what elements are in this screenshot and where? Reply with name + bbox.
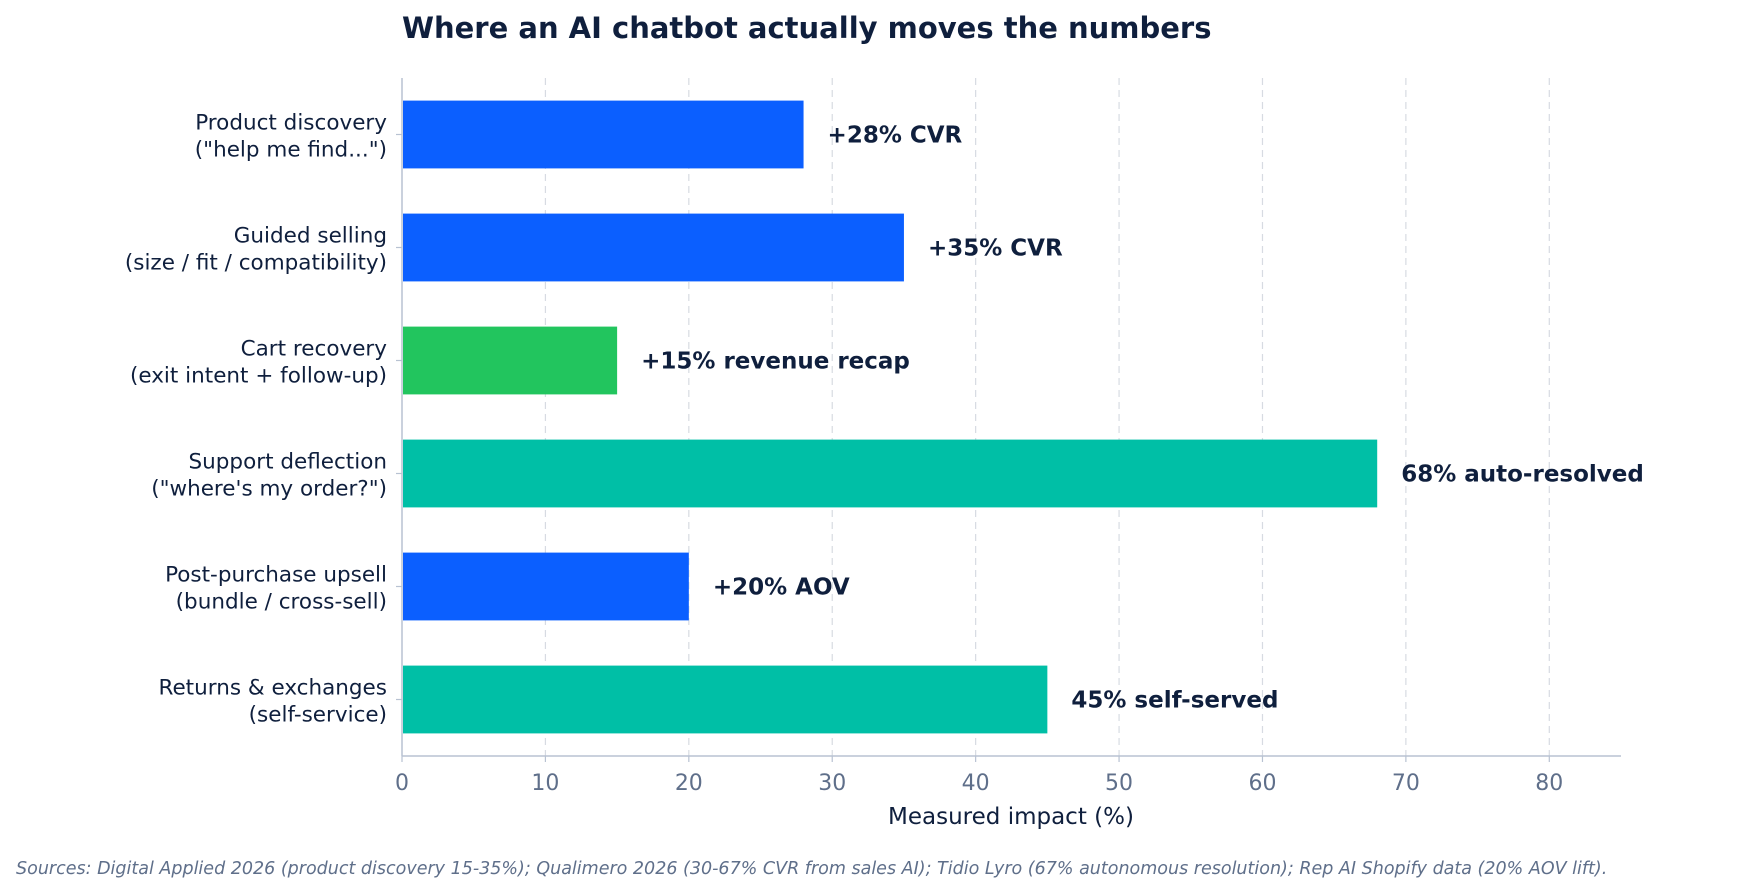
category-label: (bundle / cross-sell) [176, 590, 387, 615]
data-label: +35% CVR [928, 236, 1063, 262]
x-tick-label: 40 [962, 771, 990, 796]
category-label: ("where's my order?") [151, 477, 387, 502]
category-label: Post-purchase upsell [165, 563, 387, 588]
category-label: Returns & exchanges [158, 676, 387, 701]
category-label: Support deflection [189, 450, 387, 475]
x-tick-label: 50 [1105, 771, 1133, 796]
bars [403, 100, 1378, 734]
chart-title: Where an AI chatbot actually moves the n… [402, 11, 1211, 45]
bar [403, 326, 618, 395]
bar [403, 552, 689, 621]
x-tick-label: 10 [531, 771, 559, 796]
category-labels: Product discovery("help me find...") Guid… [125, 111, 387, 728]
category-label: (exit intent + follow-up) [130, 364, 387, 389]
x-tick-label: 20 [675, 771, 703, 796]
bar [403, 213, 904, 282]
data-label: +20% AOV [713, 575, 850, 601]
data-labels: +28% CVR +35% CVR +15% revenue recap 68% au… [641, 123, 1644, 714]
category-label: Guided selling [234, 224, 387, 249]
gridlines [544, 78, 1550, 756]
bar [403, 100, 804, 169]
x-tick-label: 80 [1535, 771, 1563, 796]
data-label: +28% CVR [828, 123, 963, 149]
category-label: Cart recovery [241, 337, 388, 362]
category-label: ("help me find...") [195, 138, 387, 163]
bar [403, 665, 1048, 734]
category-label: Product discovery [195, 111, 387, 136]
x-tick-label: 30 [818, 771, 846, 796]
x-tick-label: 70 [1392, 771, 1420, 796]
category-label: (size / fit / compatibility) [125, 251, 387, 276]
x-tick-label: 0 [395, 771, 409, 796]
source-note: Sources: Digital Applied 2026 (product d… [16, 859, 1607, 879]
bar [403, 439, 1378, 508]
data-label: 45% self-served [1071, 688, 1278, 714]
x-tick-label: 60 [1248, 771, 1276, 796]
category-label: (self-service) [249, 703, 387, 728]
data-label: 68% auto-resolved [1401, 462, 1644, 488]
data-label: +15% revenue recap [641, 349, 910, 375]
axes [396, 78, 1621, 762]
x-axis-label: Measured impact (%) [888, 804, 1134, 830]
x-tick-labels: 0 10 20 30 40 50 60 70 80 [395, 771, 1563, 796]
